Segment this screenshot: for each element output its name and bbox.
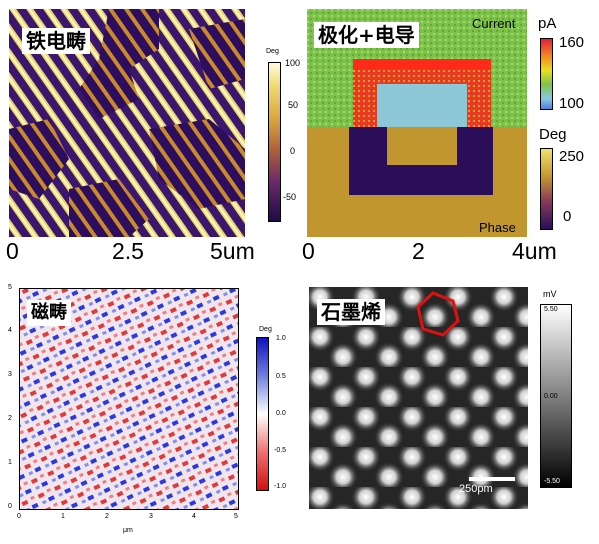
x-tick-label: 2.5 — [112, 238, 144, 264]
x-axis-label: μm — [123, 527, 133, 534]
colorbar-tick: 0.00 — [544, 393, 558, 400]
y-tick-label: 0 — [8, 503, 12, 510]
x-tick-label: 5um — [210, 238, 255, 264]
y-tick-label: 4 — [8, 327, 12, 334]
x-tick-label: 0 — [6, 238, 19, 264]
y-tick-label: 1 — [8, 459, 12, 466]
panel-label-poling: 极化+电导 — [314, 22, 419, 48]
scalebar-label: 250pm — [459, 483, 493, 495]
colorbar-tick: 0.5 — [276, 373, 286, 380]
colorbar-tick: -1.0 — [274, 483, 287, 490]
phase-label: Phase — [479, 220, 516, 235]
ferro-colorbar — [268, 62, 281, 222]
colorbar-unit: Deg — [259, 326, 272, 333]
ferroelectric-domain-image — [9, 9, 245, 237]
colorbar-tick: 50 — [288, 100, 299, 110]
x-tick-label: 4um — [512, 238, 557, 264]
graphene-colorbar — [540, 304, 572, 488]
colorbar-unit: pA — [538, 15, 557, 32]
colorbar-tick: 250 — [559, 148, 585, 165]
panel-label-graphene: 石墨烯 — [317, 299, 385, 325]
x-tick-label: 1 — [61, 513, 65, 520]
colorbar-tick: 0 — [290, 146, 296, 156]
colorbar-unit: mV — [543, 289, 557, 299]
colorbar-tick: 100 — [285, 58, 301, 68]
x-tick-label: 5 — [234, 513, 238, 520]
y-tick-label: 3 — [8, 371, 12, 378]
x-tick-label: 2 — [412, 238, 425, 264]
x-tick-label: 0 — [302, 238, 315, 264]
y-tick-label: 2 — [8, 415, 12, 422]
panel-label-magnetic: 磁畴 — [27, 300, 71, 326]
current-colorbar — [540, 38, 553, 110]
colorbar-unit: Deg — [266, 48, 279, 55]
panel-label-ferroelectric: 铁电畴 — [22, 28, 90, 54]
phase-colorbar — [540, 148, 553, 230]
colorbar-tick: 160 — [559, 34, 585, 51]
colorbar-tick: 1.0 — [276, 335, 286, 342]
colorbar-unit: Deg — [539, 126, 567, 143]
x-tick-label: 3 — [149, 513, 153, 520]
colorbar-tick: -5.50 — [544, 478, 560, 485]
x-tick-label: 4 — [192, 513, 196, 520]
x-tick-label: 2 — [105, 513, 109, 520]
colorbar-tick: 0.0 — [276, 410, 286, 417]
current-label: Current — [472, 16, 516, 31]
colorbar-tick: 100 — [559, 95, 585, 112]
colorbar-tick: 5.50 — [544, 306, 558, 313]
colorbar-tick: -0.5 — [274, 447, 287, 454]
colorbar-tick: -50 — [283, 192, 297, 202]
colorbar-tick: 0 — [563, 208, 572, 225]
magnetic-colorbar — [256, 337, 269, 491]
y-tick-label: 5 — [8, 284, 12, 291]
poling-current-image — [307, 9, 527, 127]
poling-phase-image — [307, 127, 527, 237]
x-tick-label: 0 — [17, 513, 21, 520]
